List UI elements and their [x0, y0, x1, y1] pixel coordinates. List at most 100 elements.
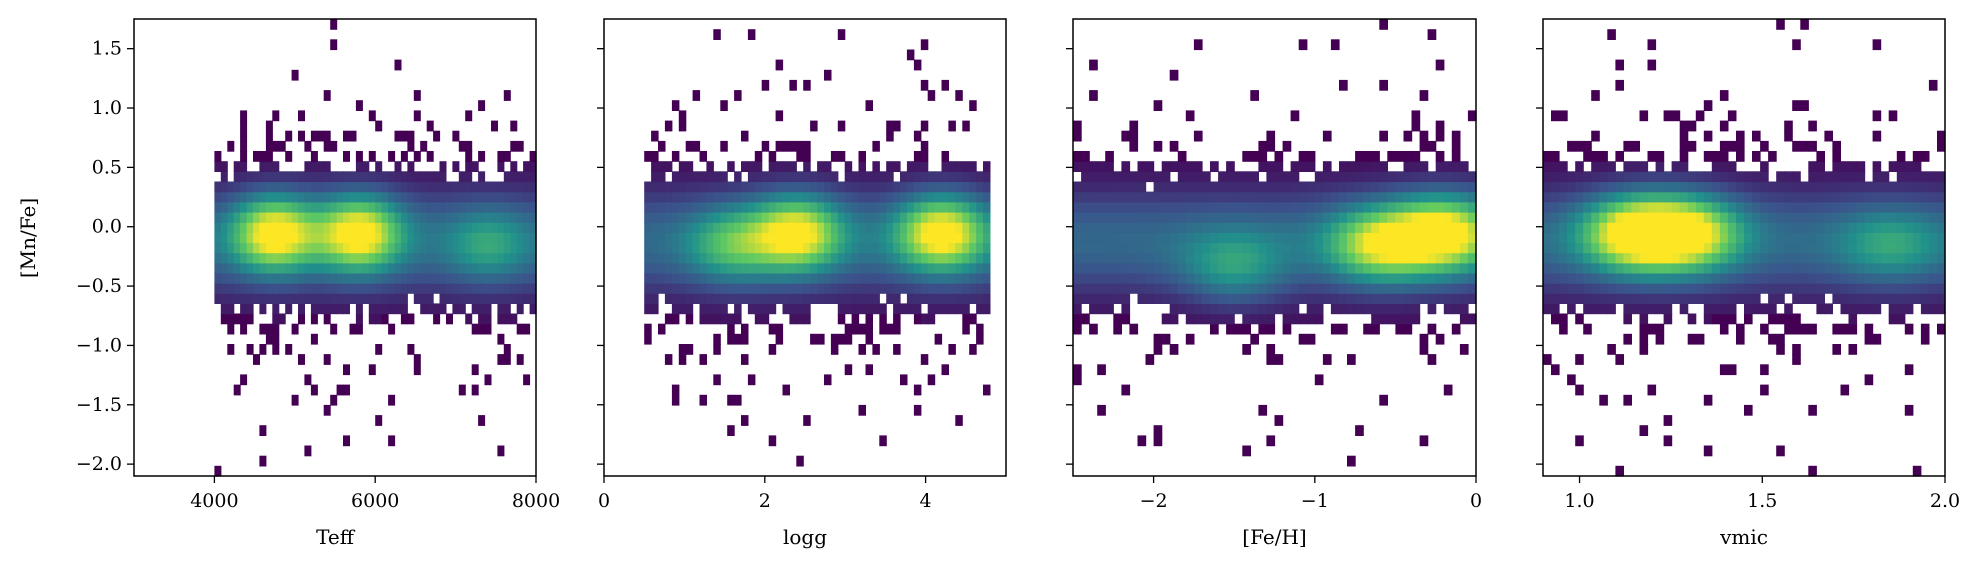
- heatmap-cell: [1411, 303, 1421, 315]
- heatmap-cell: [1808, 242, 1817, 254]
- heatmap-cell: [1904, 181, 1914, 193]
- x-tick-label: −1: [1301, 490, 1329, 512]
- heatmap-cell: [1129, 120, 1139, 132]
- heatmap-cell: [1274, 272, 1284, 284]
- heatmap-cell: [516, 171, 524, 183]
- heatmap-cell: [1379, 394, 1388, 406]
- heatmap-cell: [1808, 262, 1817, 274]
- heatmap-cell: [706, 191, 714, 203]
- heatmap-cell: [407, 222, 415, 233]
- heatmap-cell: [285, 344, 293, 355]
- heatmap-cell: [1371, 283, 1380, 294]
- heatmap-cell: [1888, 212, 1898, 223]
- heatmap-cell: [1218, 252, 1227, 264]
- heatmap-cell: [1816, 303, 1825, 315]
- heatmap-cell: [343, 435, 350, 447]
- heatmap-cell: [1928, 262, 1938, 274]
- heatmap-cell: [1443, 283, 1453, 294]
- heatmap-cell: [1339, 262, 1348, 274]
- heatmap-cell: [1840, 384, 1850, 396]
- heatmap-cell: [983, 303, 991, 315]
- heatmap-cell: [1639, 262, 1649, 274]
- heatmap-cell: [1776, 272, 1785, 284]
- heatmap-cell: [1226, 303, 1235, 315]
- heatmap-cell: [1363, 283, 1372, 294]
- heatmap-cell: [1451, 303, 1461, 315]
- heatmap-cell: [671, 262, 680, 274]
- heatmap-cell: [1695, 242, 1705, 254]
- heatmap-cell: [1703, 303, 1713, 315]
- heatmap-cell: [1816, 222, 1825, 233]
- heatmap-cells: [1543, 19, 1946, 477]
- heatmap-cell: [1363, 272, 1372, 284]
- heatmap-cell: [1687, 293, 1697, 304]
- heatmap-cell: [1591, 222, 1600, 233]
- x-axis-label: logg: [783, 525, 827, 549]
- heatmap-cell: [1736, 242, 1745, 254]
- heatmap-cell: [1832, 181, 1841, 193]
- heatmap-cell: [1615, 354, 1624, 365]
- heatmap-cell: [789, 171, 797, 183]
- heatmap-cell: [1443, 252, 1453, 264]
- heatmap-cell: [851, 283, 860, 294]
- heatmap-cell: [1832, 201, 1841, 213]
- heatmap-cell: [1663, 171, 1673, 183]
- heatmap-cell: [1185, 191, 1195, 203]
- heatmap-cell: [893, 313, 901, 325]
- heatmap-cell: [1266, 212, 1276, 223]
- heatmap-cell: [1599, 151, 1608, 162]
- heatmap-cell: [1185, 303, 1195, 315]
- heatmap-cell: [1792, 262, 1801, 274]
- heatmap-cell: [830, 242, 839, 254]
- heatmap-cell: [323, 262, 331, 274]
- heatmap-cell: [1687, 181, 1697, 193]
- heatmap-cell: [1387, 201, 1396, 213]
- heatmap-cell: [1695, 232, 1705, 244]
- heatmap-cell: [1202, 313, 1211, 325]
- heatmap-cell: [1904, 161, 1914, 172]
- heatmap-cell: [858, 161, 866, 172]
- heatmap-cell: [651, 171, 659, 183]
- heatmap-cell: [727, 242, 735, 254]
- heatmap-cell: [426, 272, 434, 284]
- heatmap-cell: [713, 201, 721, 213]
- heatmap-cell: [1920, 323, 1930, 335]
- heatmap-cell: [782, 212, 790, 223]
- heatmap-cell: [1864, 212, 1874, 223]
- heatmap-cell: [685, 272, 694, 284]
- heatmap-cell: [1330, 293, 1340, 304]
- heatmap-cell: [1081, 313, 1090, 325]
- heatmap-cell: [465, 293, 473, 304]
- heatmap-cell: [304, 171, 312, 183]
- heatmap-cell: [1896, 283, 1906, 294]
- heatmap-cell: [1089, 59, 1098, 71]
- heatmap-cell: [1888, 272, 1898, 284]
- heatmap-cell: [1185, 283, 1195, 294]
- heatmap-cell: [259, 344, 267, 355]
- heatmap-cell: [503, 242, 511, 254]
- heatmap-cell: [446, 191, 453, 203]
- heatmap-cell: [1202, 272, 1211, 284]
- heatmap-cell: [706, 222, 714, 233]
- heatmap-cell: [1808, 283, 1817, 294]
- heatmap-cell: [1768, 181, 1777, 193]
- heatmap-cell: [1419, 232, 1429, 244]
- heatmap-cell: [644, 272, 652, 284]
- heatmap-cell: [1282, 293, 1292, 304]
- heatmap-cell: [886, 242, 894, 254]
- heatmap-cell: [349, 252, 357, 264]
- heatmap-cell: [1234, 323, 1243, 335]
- heatmap-cell: [1663, 232, 1673, 244]
- heatmap-cell: [1363, 181, 1372, 193]
- heatmap-cell: [1411, 212, 1421, 223]
- heatmap-cell: [1347, 191, 1356, 203]
- heatmap-cell: [1218, 191, 1227, 203]
- heatmap-cell: [265, 232, 273, 244]
- heatmap-cell: [1355, 201, 1364, 213]
- heatmap-cell: [368, 364, 376, 376]
- heatmap-cell: [1736, 232, 1745, 244]
- heatmap-cell: [1435, 293, 1445, 304]
- heatmap-cell: [1363, 262, 1372, 274]
- heatmap-cell: [1411, 201, 1421, 213]
- heatmap-cell: [817, 283, 825, 294]
